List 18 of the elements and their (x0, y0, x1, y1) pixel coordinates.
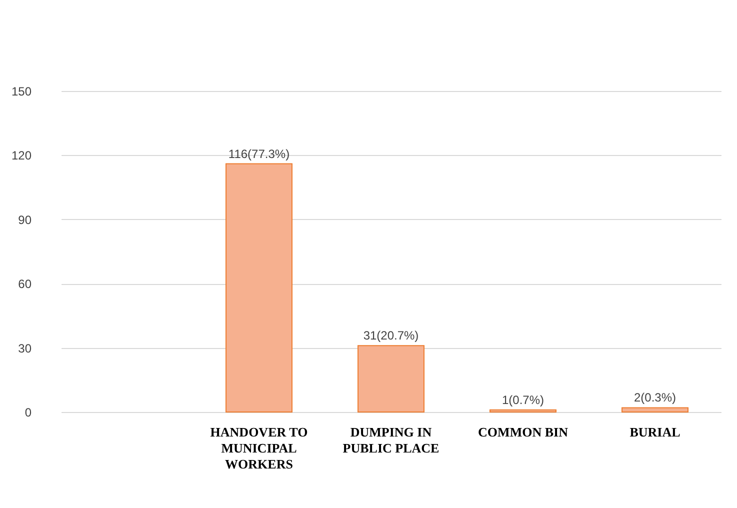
data-label: 31(20.7%) (363, 328, 419, 343)
bar (490, 409, 556, 412)
data-label: 116(77.3%) (228, 146, 290, 161)
bar (622, 407, 688, 412)
data-label: 2(0.3%) (634, 390, 676, 405)
y-tick-label: 60 (18, 277, 32, 292)
x-tick-label: DUMPING IN PUBLIC PLACE (342, 424, 440, 456)
data-label: 1(0.7%) (502, 392, 544, 407)
y-tick-label: 120 (11, 148, 32, 163)
bar (358, 345, 424, 412)
y-tick-label: 30 (18, 341, 32, 356)
y-tick-label: 0 (24, 406, 32, 420)
bar (226, 163, 292, 412)
x-tick-label: COMMON BIN (478, 424, 569, 440)
y-tick-label: 90 (18, 212, 32, 227)
y-tick-label: 150 (11, 84, 32, 98)
x-tick-label: HANDOVER TO MUNICIPAL WORKERS (210, 424, 308, 472)
x-tick-label: BURIAL (630, 424, 681, 440)
